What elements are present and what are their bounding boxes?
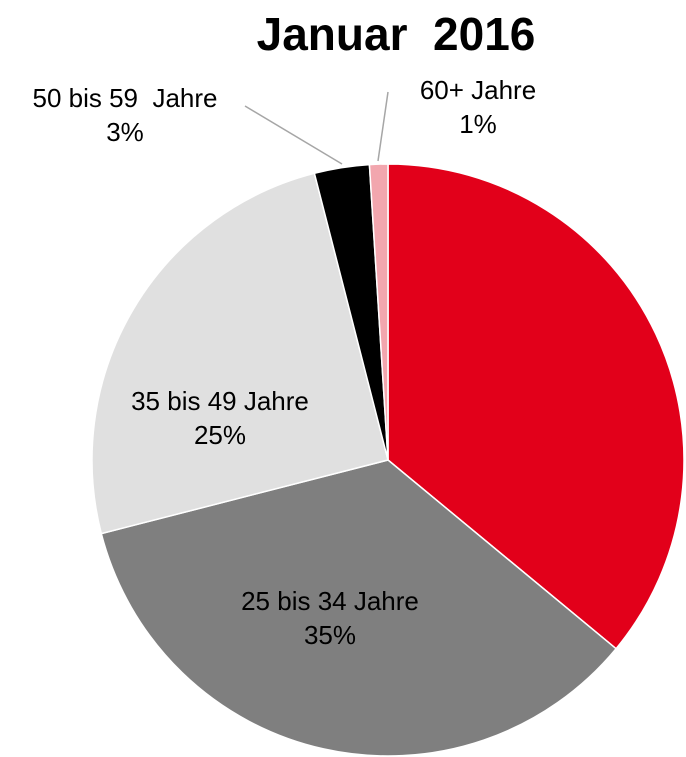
leader-line: [244, 105, 343, 165]
category-label: 35 bis 49 Jahre: [131, 386, 309, 416]
leader-line: [377, 91, 389, 162]
value-label: 3%: [106, 117, 144, 147]
chart-title: Januar 2016: [257, 8, 536, 60]
pie-slice: [368, 163, 389, 461]
category-label: 50 bis 59 Jahre: [32, 83, 217, 113]
value-label: 35%: [304, 620, 356, 650]
category-label: Unter 24 Jahre: [472, 396, 644, 426]
value-label: 36%: [532, 430, 584, 460]
category-label: 25 bis 34 Jahre: [241, 586, 419, 616]
value-label: 1%: [459, 109, 497, 139]
pie-slice: [100, 459, 618, 757]
pie-slice: [387, 163, 685, 650]
category-label: 60+ Jahre: [420, 75, 536, 105]
value-label: 25%: [194, 420, 246, 450]
pie-slice: [91, 172, 389, 535]
